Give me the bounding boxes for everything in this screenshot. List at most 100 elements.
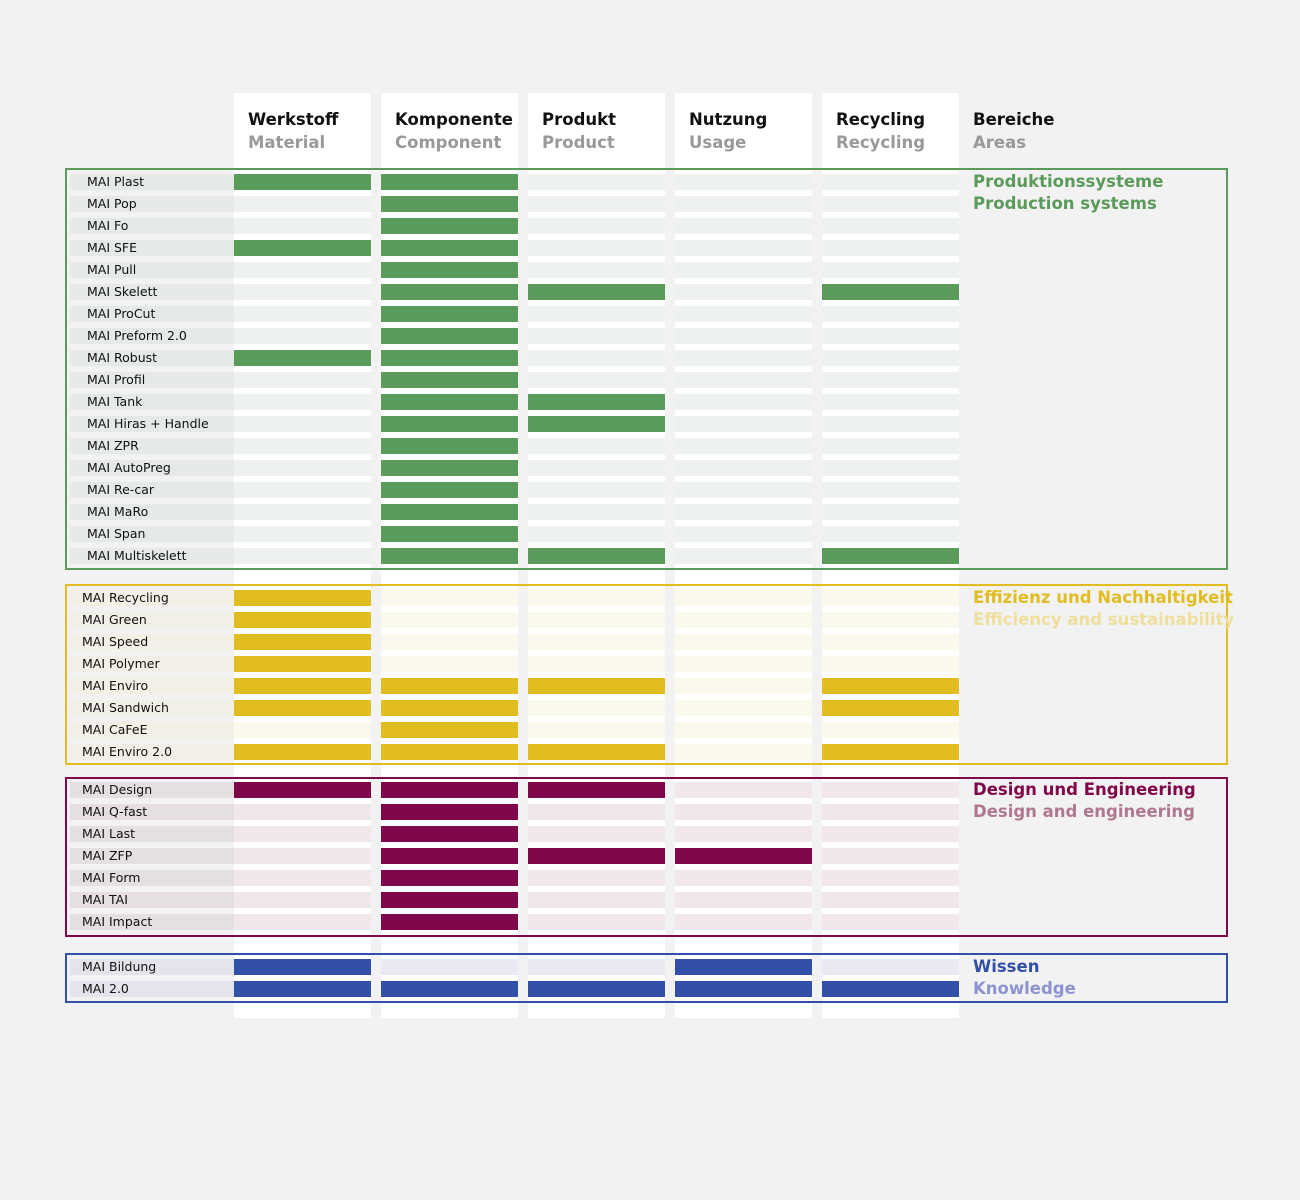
cell-empty [234, 438, 371, 454]
row-label: MAI Tank [70, 394, 234, 410]
cell-empty [675, 700, 812, 716]
cell-filled [822, 981, 959, 997]
cell-empty [822, 526, 959, 542]
cell-empty [675, 240, 812, 256]
row-label: MAI Profil [70, 372, 234, 388]
cell-empty [822, 504, 959, 520]
group-box-3 [65, 953, 1228, 1003]
cell-empty [528, 870, 665, 886]
cell-filled [528, 284, 665, 300]
cell-filled [234, 782, 371, 798]
cell-empty [234, 504, 371, 520]
row-label: MAI Preform 2.0 [70, 328, 234, 344]
cell-empty [528, 722, 665, 738]
row-label: MAI Green [70, 612, 234, 628]
cell-empty [528, 306, 665, 322]
cell-empty [528, 482, 665, 498]
cell-empty [234, 548, 371, 564]
cell-filled [381, 722, 518, 738]
cell-empty [822, 634, 959, 650]
areas-title-de: Bereiche [973, 110, 1055, 129]
cell-filled [528, 848, 665, 864]
cell-empty [822, 612, 959, 628]
cell-filled [822, 678, 959, 694]
cell-filled [528, 548, 665, 564]
cell-empty [234, 848, 371, 864]
cell-filled [381, 482, 518, 498]
row-label: MAI Fo [70, 218, 234, 234]
cell-empty [528, 959, 665, 975]
column-title-de: Komponente [395, 110, 513, 129]
cell-empty [822, 460, 959, 476]
cell-filled [381, 262, 518, 278]
row-label: MAI Polymer [70, 656, 234, 672]
cell-empty [234, 722, 371, 738]
row-label: MAI ZPR [70, 438, 234, 454]
cell-empty [528, 196, 665, 212]
cell-filled [381, 460, 518, 476]
cell-empty [234, 526, 371, 542]
cell-empty [822, 782, 959, 798]
cell-filled [234, 590, 371, 606]
cell-empty [822, 656, 959, 672]
cell-filled [675, 959, 812, 975]
cell-empty [528, 240, 665, 256]
cell-filled [381, 892, 518, 908]
cell-empty [675, 634, 812, 650]
row-label: MAI ZFP [70, 848, 234, 864]
row-label: MAI Bildung [70, 959, 234, 975]
cell-empty [528, 914, 665, 930]
cell-filled [234, 350, 371, 366]
area-title-de: Produktionssysteme [973, 172, 1164, 191]
row-label: MAI Impact [70, 914, 234, 930]
cell-filled [528, 744, 665, 760]
cell-filled [234, 678, 371, 694]
cell-empty [822, 350, 959, 366]
cell-empty [528, 590, 665, 606]
cell-empty [822, 240, 959, 256]
cell-empty [381, 959, 518, 975]
group-box-1 [65, 584, 1228, 765]
column-title-de: Produkt [542, 110, 616, 129]
row-label: MAI Re-car [70, 482, 234, 498]
cell-filled [822, 548, 959, 564]
group-box-0 [65, 168, 1228, 570]
area-title-en: Design and engineering [973, 802, 1195, 821]
row-label: MAI Last [70, 826, 234, 842]
cell-filled [234, 656, 371, 672]
cell-empty [528, 262, 665, 278]
cell-empty [822, 848, 959, 864]
row-label: MAI Skelett [70, 284, 234, 300]
row-label: MAI Plast [70, 174, 234, 190]
cell-empty [675, 394, 812, 410]
row-label: MAI Form [70, 870, 234, 886]
cell-filled [381, 350, 518, 366]
cell-filled [234, 634, 371, 650]
row-label: MAI Pop [70, 196, 234, 212]
cell-empty [822, 328, 959, 344]
cell-empty [528, 328, 665, 344]
cell-empty [822, 372, 959, 388]
cell-filled [381, 548, 518, 564]
cell-empty [675, 826, 812, 842]
cell-empty [528, 372, 665, 388]
cell-empty [234, 482, 371, 498]
cell-empty [675, 504, 812, 520]
cell-filled [381, 870, 518, 886]
cell-filled [381, 700, 518, 716]
cell-empty [234, 460, 371, 476]
cell-filled [381, 504, 518, 520]
cell-empty [675, 612, 812, 628]
cell-empty [822, 482, 959, 498]
cell-empty [528, 634, 665, 650]
cell-empty [234, 394, 371, 410]
cell-filled [381, 526, 518, 542]
cell-empty [381, 656, 518, 672]
cell-empty [528, 174, 665, 190]
cell-empty [675, 196, 812, 212]
cell-filled [381, 678, 518, 694]
column-header: Werkstoff Material [248, 108, 338, 154]
cell-empty [822, 394, 959, 410]
cell-filled [381, 804, 518, 820]
column-title-de: Werkstoff [248, 110, 339, 129]
